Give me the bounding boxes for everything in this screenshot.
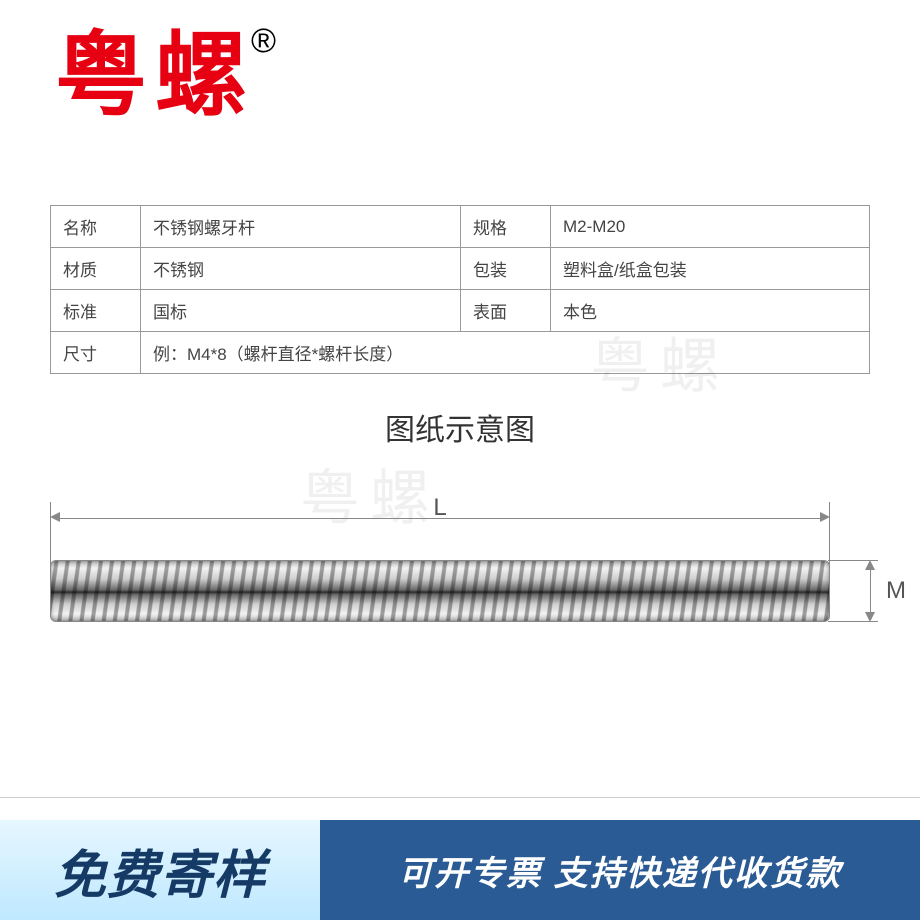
cell-value: 不锈钢螺牙杆	[141, 206, 461, 248]
table-row: 材质 不锈钢 包装 塑料盒/纸盒包装	[51, 248, 870, 290]
brand-text: 粤螺	[55, 30, 255, 122]
diagram-title: 图纸示意图	[0, 405, 920, 449]
brand-logo: 粤螺 ®	[55, 30, 276, 122]
cell-label: 规格	[461, 206, 551, 248]
registered-icon: ®	[251, 22, 276, 61]
dimension-diameter: M	[840, 560, 920, 622]
cell-label: 包装	[461, 248, 551, 290]
cell-value: 本色	[551, 290, 870, 332]
cell-label: 名称	[51, 206, 141, 248]
dimension-diameter-label: M	[886, 577, 906, 605]
footer-left-text: 免费寄样	[0, 820, 320, 920]
cell-value: 不锈钢	[141, 248, 461, 290]
table-row: 标准 国标 表面 本色	[51, 290, 870, 332]
cell-value: M2-M20	[551, 206, 870, 248]
table-row: 名称 不锈钢螺牙杆 规格 M2-M20	[51, 206, 870, 248]
cell-label: 标准	[51, 290, 141, 332]
footer-banner: 免费寄样 可开专票 支持快递代收货款	[0, 820, 920, 920]
dimension-length: L	[50, 502, 830, 532]
threaded-rod-graphic	[50, 560, 830, 622]
cell-label: 材质	[51, 248, 141, 290]
spec-table: 名称 不锈钢螺牙杆 规格 M2-M20 材质 不锈钢 包装 塑料盒/纸盒包装 标…	[50, 205, 870, 374]
diagram: L M	[50, 540, 870, 700]
footer-right-text: 可开专票 支持快递代收货款	[320, 820, 920, 920]
cell-value: 塑料盒/纸盒包装	[551, 248, 870, 290]
table-row: 尺寸 例：M4*8（螺杆直径*螺杆长度）	[51, 332, 870, 374]
divider	[0, 797, 920, 798]
cell-label: 表面	[461, 290, 551, 332]
cell-label: 尺寸	[51, 332, 141, 374]
cell-value: 例：M4*8（螺杆直径*螺杆长度）	[141, 332, 870, 374]
cell-value: 国标	[141, 290, 461, 332]
